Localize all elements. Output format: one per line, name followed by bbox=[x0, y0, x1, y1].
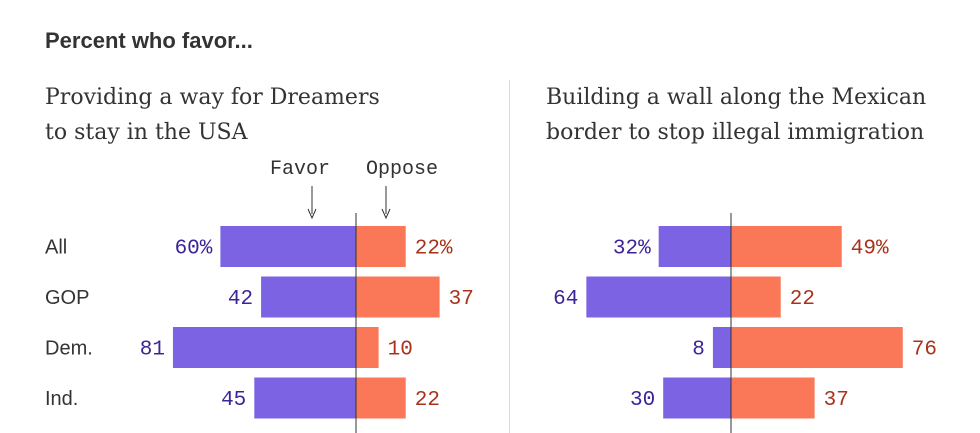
oppose-bar bbox=[731, 327, 903, 368]
oppose-value-label: 49% bbox=[851, 238, 889, 261]
panel-title-wall: Building a wall along the Mexican border… bbox=[546, 80, 946, 150]
oppose-bar bbox=[731, 377, 815, 419]
panel-title-line: to stay in the USA bbox=[45, 120, 248, 145]
panel-title-dreamers: Providing a way for Dreamers to stay in … bbox=[45, 80, 445, 150]
down-arrow-icon bbox=[381, 208, 391, 220]
favor-value-label: 64 bbox=[553, 288, 578, 311]
favor-value-label: 32% bbox=[613, 238, 651, 261]
oppose-bar bbox=[731, 226, 842, 267]
row-category-label: Dem. bbox=[45, 338, 93, 360]
favor-bar bbox=[261, 276, 356, 318]
chart-header: Percent who favor... bbox=[45, 28, 253, 53]
oppose-value-label: 22 bbox=[415, 389, 440, 412]
chart-panel-dreamers: 60% 22% All 42 37 GOP 81 10 Dem. 45 22 Ind. bbox=[45, 213, 474, 433]
favor-bar bbox=[254, 377, 356, 419]
oppose-value-label: 37 bbox=[824, 389, 849, 412]
legend-favor-label: Favor bbox=[270, 158, 330, 181]
panel-title-line: border to stop illegal immigration bbox=[546, 120, 925, 145]
oppose-bar bbox=[356, 226, 406, 267]
oppose-value-label: 22% bbox=[415, 238, 453, 261]
row-category-label: GOP bbox=[45, 287, 89, 309]
oppose-value-label: 22 bbox=[790, 288, 815, 311]
oppose-bar bbox=[356, 327, 379, 368]
down-arrow-icon bbox=[307, 208, 317, 220]
panel-title-line: Providing a way for Dreamers bbox=[45, 85, 380, 110]
favor-bar bbox=[586, 276, 731, 318]
favor-value-label: 30 bbox=[630, 389, 655, 412]
favor-bar bbox=[712, 327, 731, 368]
oppose-bar bbox=[731, 276, 781, 318]
favor-value-label: 60% bbox=[175, 238, 213, 261]
favor-bar bbox=[172, 327, 356, 368]
row-category-label: Ind. bbox=[45, 388, 78, 410]
favor-bar bbox=[663, 377, 731, 419]
row-category-label: All bbox=[45, 237, 67, 259]
favor-value-label: 81 bbox=[140, 339, 165, 362]
oppose-bar bbox=[356, 276, 440, 318]
panel-title-line: Building a wall along the Mexican bbox=[546, 85, 927, 110]
favor-value-label: 8 bbox=[692, 339, 705, 362]
panel-divider bbox=[509, 80, 510, 433]
chart-panel-wall: 32% 49% 64 22 8 76 30 37 bbox=[553, 213, 937, 433]
oppose-bar bbox=[356, 377, 406, 419]
oppose-value-label: 37 bbox=[449, 288, 474, 311]
favor-bar bbox=[220, 226, 356, 267]
oppose-value-label: 10 bbox=[388, 339, 413, 362]
favor-value-label: 45 bbox=[221, 389, 246, 412]
favor-oppose-legend: Favor Oppose bbox=[270, 158, 438, 220]
legend-oppose-label: Oppose bbox=[366, 158, 438, 181]
favor-bar bbox=[658, 226, 731, 267]
favor-value-label: 42 bbox=[228, 288, 253, 311]
oppose-value-label: 76 bbox=[912, 339, 937, 362]
